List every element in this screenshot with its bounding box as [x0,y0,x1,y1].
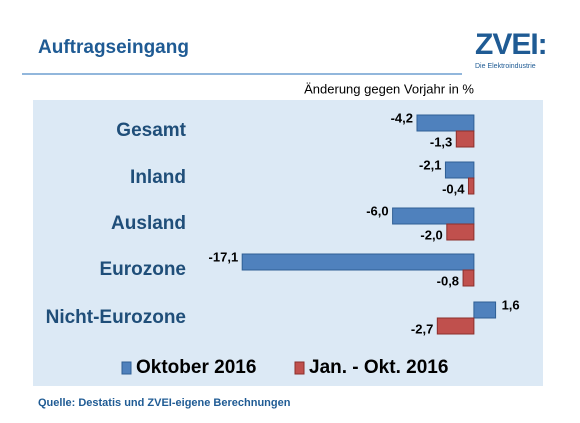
value-label: -6,0 [366,203,388,218]
category-label: Inland [130,167,186,188]
value-label: -2,0 [420,227,442,242]
value-label: -4,2 [391,110,413,125]
legend-label: Jan. - Okt. 2016 [309,357,448,378]
bar [416,114,475,132]
bar [446,223,475,241]
bar [455,130,475,148]
chart-title: Auftragseingang [38,37,189,58]
bar [444,161,475,179]
source: Quelle: Destatis und ZVEI-eigene Berechn… [38,397,291,409]
value-label: -2,1 [419,157,441,172]
legend-label: Oktober 2016 [136,357,256,378]
logo-tagline: Die Elektroindustrie [475,63,536,70]
legend-swatch [294,361,305,375]
value-label: 1,6 [502,297,520,312]
logo: ZVEI: [475,28,547,61]
bar [462,269,475,287]
category-label: Nicht-Eurozone [46,307,186,328]
plot-background [33,100,543,386]
value-label: -0,4 [442,181,465,196]
legend-swatch [121,361,132,375]
value-label: -17,1 [209,249,239,264]
value-label: -0,8 [437,273,459,288]
bar [467,177,475,195]
bar [392,207,475,225]
subtitle: Änderung gegen Vorjahr in % [304,81,474,96]
category-label: Ausland [111,213,186,234]
category-label: Gesamt [116,120,186,141]
bar [436,317,475,335]
bar [241,253,475,271]
bar [473,301,497,319]
category-label: Eurozone [99,259,186,280]
value-label: -2,7 [411,321,433,336]
value-label: -1,3 [430,134,452,149]
